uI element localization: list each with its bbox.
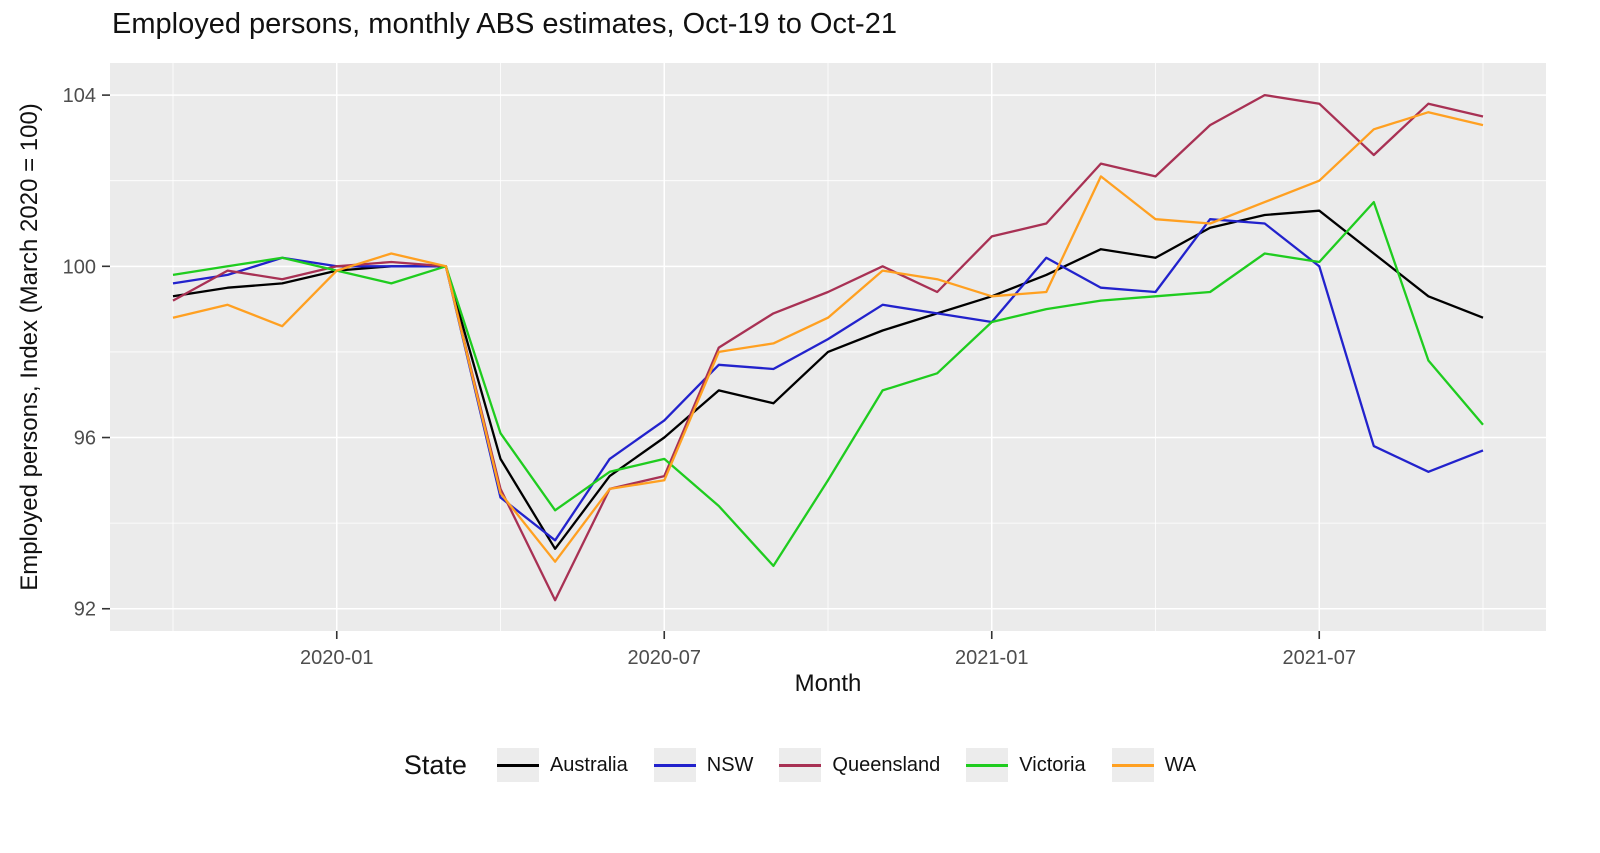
chart-title: Employed persons, monthly ABS estimates,… xyxy=(112,8,897,40)
y-tick-label: 104 xyxy=(63,85,96,107)
legend-title: State xyxy=(403,749,467,780)
x-tick-label: 2021-07 xyxy=(1283,647,1356,669)
legend-line-sample xyxy=(966,763,1009,767)
plot-panel: 2020-01 2020-07 2021-01 2021-07 92 96 100 104 xyxy=(63,63,1546,669)
legend-line-sample xyxy=(496,763,539,767)
legend-line-sample xyxy=(653,763,696,767)
series-line-nsw xyxy=(172,218,1484,542)
series-line-victoria xyxy=(172,200,1484,568)
x-tick-label: 2020-01 xyxy=(300,647,373,669)
legend-key xyxy=(653,748,696,782)
legend-line-sample xyxy=(779,763,822,767)
x-tick-label: 2020-07 xyxy=(628,647,701,669)
legend-key xyxy=(966,748,1009,782)
x-tick-label: 2021-01 xyxy=(955,647,1028,669)
y-tick-label: 96 xyxy=(74,428,96,450)
y-tick-label: 100 xyxy=(63,256,96,278)
legend-label: Australia xyxy=(549,753,628,776)
legend-label: Queensland xyxy=(832,753,941,776)
legend-label: Victoria xyxy=(1019,753,1086,776)
legend-key xyxy=(496,748,539,782)
legend-item-victoria: Victoria xyxy=(966,748,1086,782)
legend-item-nsw: NSW xyxy=(653,748,754,782)
series-line-queensland xyxy=(172,93,1484,602)
legend-item-queensland: Queensland xyxy=(779,748,940,782)
legend-item-wa: WA xyxy=(1111,748,1197,782)
legend: State Australia NSW Queensland Victoria WA xyxy=(0,748,1600,782)
legend-item-australia: Australia xyxy=(496,748,628,782)
y-tick-label: 92 xyxy=(74,599,96,621)
legend-line-sample xyxy=(1111,763,1154,767)
series-line-wa xyxy=(172,111,1484,563)
y-axis-title: Employed persons, Index (March 2020 = 10… xyxy=(16,103,43,591)
x-axis-title: Month xyxy=(794,670,862,697)
legend-key xyxy=(779,748,822,782)
legend-key xyxy=(1111,748,1154,782)
legend-label: WA xyxy=(1164,753,1197,776)
legend-label: NSW xyxy=(706,753,754,776)
